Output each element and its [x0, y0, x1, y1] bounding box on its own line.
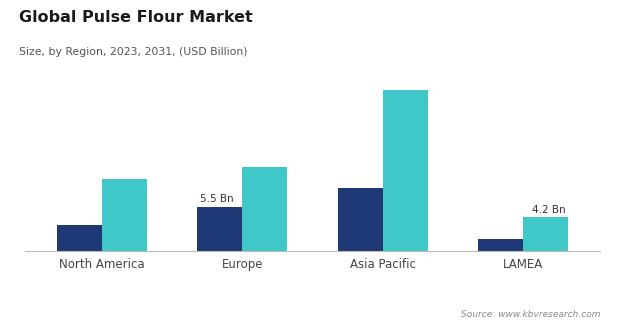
- Bar: [338, 188, 383, 251]
- Text: Global Pulse Flour Market: Global Pulse Flour Market: [19, 10, 253, 25]
- Text: Size, by Region, 2023, 2031, (USD Billion): Size, by Region, 2023, 2031, (USD Billio…: [19, 47, 247, 57]
- Text: 4.2 Bn: 4.2 Bn: [532, 204, 565, 214]
- Bar: [523, 217, 568, 251]
- Bar: [478, 239, 523, 251]
- Bar: [243, 167, 287, 251]
- Bar: [197, 207, 243, 251]
- Text: 5.5 Bn: 5.5 Bn: [201, 194, 234, 204]
- Bar: [102, 179, 147, 251]
- Bar: [383, 90, 428, 251]
- Bar: [57, 225, 102, 251]
- Text: Source: www.kbvresearch.com: Source: www.kbvresearch.com: [461, 310, 600, 319]
